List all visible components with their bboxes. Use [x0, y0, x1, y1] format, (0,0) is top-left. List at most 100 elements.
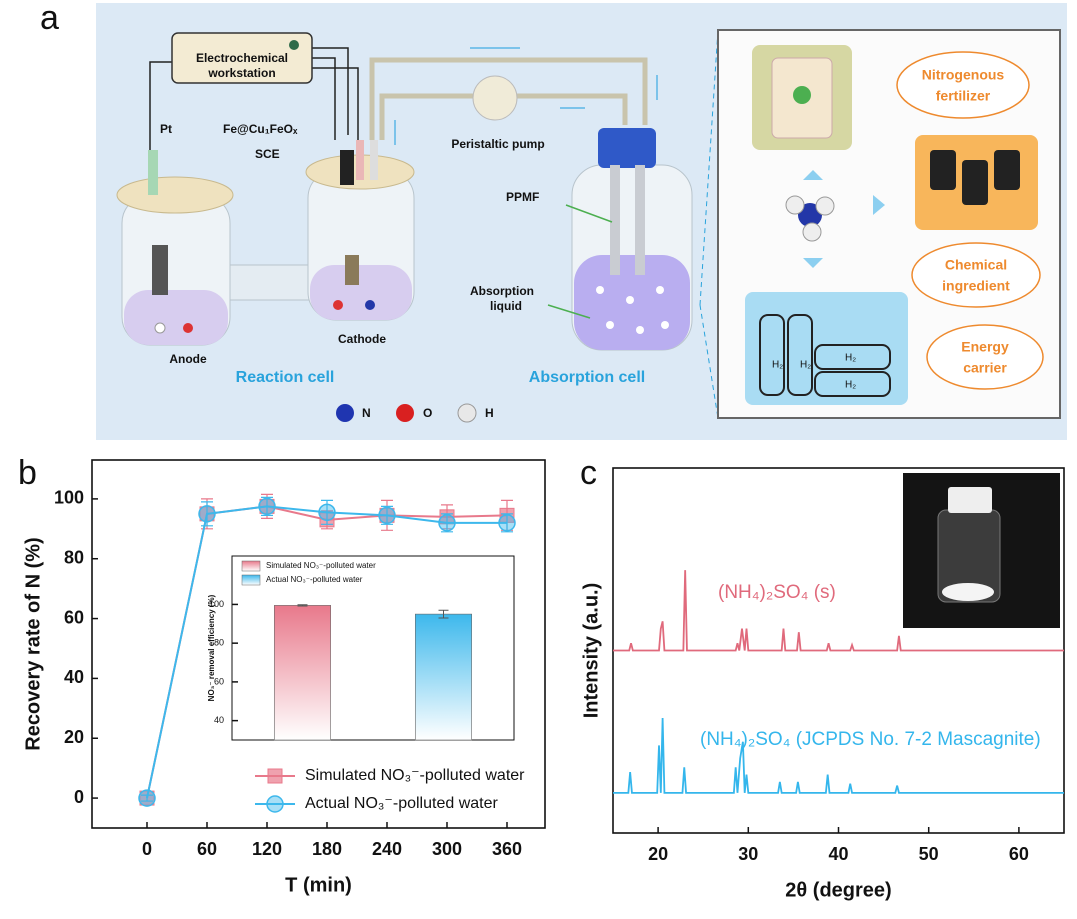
h2-label: H₂: [772, 360, 783, 371]
panel-label: b: [18, 454, 37, 492]
h2-label: H₂: [800, 360, 811, 371]
y-axis-title: Intensity (a.u.): [580, 583, 602, 719]
error-bar: [381, 505, 393, 525]
legend-label: Actual NO₃⁻-polluted water: [305, 795, 498, 812]
series-label: (NH₄)₂SO₄ (s): [718, 582, 836, 603]
data-line: [613, 570, 1064, 652]
use-label: fertilizer: [936, 88, 991, 104]
legend-label: Simulated NO₃⁻-polluted water: [266, 561, 376, 570]
atom-label: O: [423, 406, 432, 420]
label: Peristaltic pump: [451, 137, 544, 151]
marker: [138, 789, 156, 807]
x-tick-label: 60: [197, 839, 217, 859]
pump: [472, 75, 518, 121]
indicator: [289, 40, 299, 50]
x-tick-label: 60: [1009, 844, 1029, 864]
atom-label: N: [362, 406, 371, 420]
x-tick-label: 50: [919, 844, 939, 864]
legend-marker: [266, 795, 284, 813]
use-label: ingredient: [942, 278, 1010, 294]
label: Electrochemical: [196, 51, 288, 65]
x-tick-label: 360: [492, 839, 522, 859]
absorption-cell: [547, 128, 693, 351]
y-tick-label: 60: [64, 607, 84, 627]
y-tick-label: 40: [64, 667, 84, 687]
bar: [414, 613, 472, 741]
h2-label: H₂: [845, 380, 856, 391]
panel-label: c: [580, 454, 597, 492]
error-bar: [501, 513, 513, 533]
wires: [149, 47, 359, 150]
y-tick-label: 80: [64, 547, 84, 567]
x-axis-title: T (min): [285, 874, 352, 896]
panel-label: a: [40, 0, 59, 37]
legend-label: Simulated NO₃⁻-polluted water: [305, 767, 525, 784]
series-label: (NH₄)₂SO₄ (JCPDS No. 7-2 Mascagnite): [700, 729, 1041, 750]
marker: [378, 506, 396, 525]
y-axis-title: NO₃⁻ removal efficiency (%): [207, 594, 216, 701]
legend-swatch: [241, 560, 261, 572]
photo: [903, 473, 1060, 628]
x-tick-label: 120: [252, 839, 282, 859]
plot-frame: [91, 459, 546, 829]
label: SCE: [255, 147, 280, 161]
x-tick-label: 180: [312, 839, 342, 859]
flow-arrows: [394, 47, 658, 145]
marker: [498, 514, 516, 532]
y-tick-label: 40: [214, 715, 224, 725]
chart: 20 30 40 50 60 2θ (degree) Intensity (a.u.) (NH…: [580, 467, 1065, 901]
y-axis-title: Recovery rate of N (%): [22, 537, 44, 750]
label: Pt: [160, 122, 172, 136]
x-tick-label: 30: [738, 844, 758, 864]
label: workstation: [207, 66, 275, 80]
label: PPMF: [506, 190, 539, 204]
y-tick-label: 80: [214, 638, 224, 648]
x-tick-label: 20: [648, 844, 668, 864]
label: Absorption: [470, 284, 534, 298]
applications: [699, 29, 1061, 419]
error-bar: [297, 604, 308, 607]
charts: 0 20 40 60 80 100 0 60 120 180 240 300 360 T (min) Rec…: [22, 459, 1065, 901]
h2-label: H₂: [845, 353, 856, 364]
cell-label: Absorption cell: [529, 369, 645, 386]
legend-swatch: [241, 574, 261, 586]
error-bar: [141, 794, 153, 802]
use-label: Energy: [961, 339, 1009, 355]
x-tick-label: 0: [142, 839, 152, 859]
marker: [198, 505, 216, 523]
cell-label: Reaction cell: [236, 369, 335, 386]
y-tick-label: 0: [74, 787, 84, 807]
x-tick-label: 40: [828, 844, 848, 864]
data-line: [613, 718, 1064, 794]
error-bar: [441, 513, 453, 533]
bar: [273, 605, 331, 741]
legend-marker: [267, 768, 283, 784]
label: Cathode: [338, 332, 386, 346]
label: Anode: [169, 352, 207, 366]
tubes: [369, 57, 648, 140]
y-tick-label: 60: [214, 676, 224, 686]
label: liquid: [490, 299, 522, 313]
chart: 0 20 40 60 80 100 0 60 120 180 240 300 360 T (min) Rec…: [22, 459, 546, 896]
use-label: Nitrogenous: [922, 67, 1005, 83]
workstation: [171, 32, 313, 84]
reaction-cell: [116, 140, 415, 346]
marker: [438, 514, 456, 532]
atom-label: H: [485, 406, 494, 420]
error-bar: [438, 609, 449, 619]
y-tick-label: 100: [54, 488, 84, 508]
use-label: Chemical: [945, 257, 1007, 273]
x-axis-title: 2θ (degree): [785, 879, 891, 901]
y-tick-label: 20: [64, 727, 84, 747]
error-bar: [261, 496, 273, 516]
x-tick-label: 300: [432, 839, 462, 859]
atom-legend: [336, 403, 477, 423]
label: Fe@Cu₁FeOₓ: [223, 122, 298, 136]
use-label: carrier: [963, 360, 1007, 376]
marker: [258, 497, 276, 516]
legend-label: Actual NO₃⁻-polluted water: [266, 575, 363, 584]
marker: [318, 503, 336, 522]
x-tick-label: 240: [372, 839, 402, 859]
